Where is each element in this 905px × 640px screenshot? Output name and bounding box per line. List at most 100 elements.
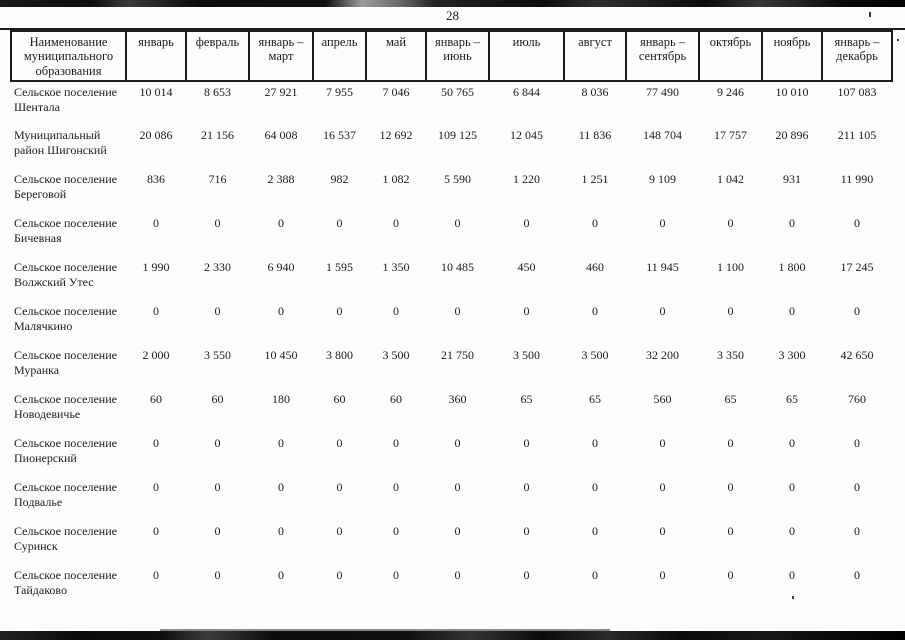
value-cell: 0 — [659, 304, 666, 319]
column-header-month: январь – сентябрь — [625, 29, 700, 83]
page-number: 28 — [446, 8, 459, 23]
value-cell: 0 — [393, 480, 399, 495]
table-header: Наименование муниципального образования … — [10, 29, 893, 83]
value-cell: 3 500 — [382, 348, 410, 363]
column-header-month: февраль — [185, 29, 250, 83]
value-cell: 65 — [520, 392, 533, 407]
value-cell: 931 — [783, 172, 801, 187]
value-cell: 50 765 — [441, 85, 474, 100]
table-row: Сельское поселение Подвалье 0 0 0 0 0 0 0 0 0 0 0 0 — [11, 477, 892, 521]
value-cell: 20 896 — [775, 128, 809, 143]
value-cell: 0 — [523, 304, 530, 319]
row-name: Сельское поселение Тайдаково — [14, 568, 117, 597]
row-name: Сельское поселение Пионерский — [14, 436, 117, 465]
value-cell: 21 156 — [201, 128, 234, 143]
column-header-month: май — [365, 29, 427, 83]
row-name: Сельское поселение Бичевная — [14, 216, 117, 245]
column-header-month: январь – март — [248, 29, 314, 83]
value-cell: 760 — [848, 392, 866, 407]
value-cell: 0 — [214, 436, 221, 451]
column-header-month: январь — [125, 29, 187, 83]
scan-speck — [792, 596, 794, 599]
value-cell: 65 — [724, 392, 737, 407]
column-header-name: Наименование муниципального образования — [10, 29, 127, 83]
value-cell: 0 — [214, 480, 221, 495]
value-cell: 0 — [659, 524, 666, 539]
value-cell: 11 945 — [646, 260, 679, 275]
column-header-month: январь – июнь — [425, 29, 490, 83]
value-cell: 2 388 — [267, 172, 295, 187]
value-cell: 5 590 — [444, 172, 471, 187]
value-cell: 450 — [517, 260, 536, 275]
value-cell: 0 — [336, 480, 343, 495]
value-cell: 0 — [454, 480, 461, 495]
value-cell: 12 045 — [510, 128, 543, 143]
value-cell: 8 653 — [204, 85, 231, 100]
value-cell: 836 — [147, 172, 165, 187]
value-cell: 107 083 — [837, 85, 877, 100]
table-row: Муниципальный район Шигонский 20 086 21 15… — [11, 125, 892, 169]
value-cell: 21 750 — [441, 348, 474, 363]
value-cell: 0 — [153, 480, 159, 495]
value-cell: 60 — [390, 392, 402, 407]
column-header-month: апрель — [312, 29, 367, 83]
value-cell: 17 245 — [840, 260, 874, 275]
row-name: Сельское поселение Волжский Утес — [14, 260, 117, 289]
table-row: Сельское поселение Малячкино 0 0 0 0 0 0 0 0 0 0 0 0 — [11, 301, 892, 345]
value-cell: 0 — [523, 568, 530, 583]
value-cell: 20 086 — [139, 128, 173, 143]
value-cell: 109 125 — [438, 128, 477, 143]
value-cell: 3 350 — [717, 348, 744, 363]
value-cell: 1 350 — [382, 260, 410, 275]
value-cell: 77 490 — [646, 85, 679, 100]
value-cell: 0 — [592, 436, 598, 451]
table-row: Сельское поселение Волжский Утес 1 990 2 3… — [11, 257, 892, 301]
table-row: Сельское поселение Шентала 10 014 8 653 27 … — [11, 81, 892, 125]
column-header-month: ноябрь — [761, 29, 823, 83]
value-cell: 0 — [789, 568, 795, 583]
value-cell: 0 — [523, 436, 530, 451]
table-row: Сельское поселение Новодевичье 60 60 180 60 6… — [11, 389, 892, 433]
value-cell: 1 082 — [382, 172, 410, 187]
value-cell: 1 042 — [717, 172, 744, 187]
value-cell: 7 046 — [382, 85, 410, 100]
value-cell: 7 955 — [326, 85, 353, 100]
value-cell: 2 000 — [142, 348, 170, 363]
value-cell: 0 — [523, 480, 530, 495]
value-cell: 0 — [659, 568, 666, 583]
value-cell: 0 — [278, 216, 284, 231]
row-name: Муниципальный район Шигонский — [14, 128, 107, 157]
table-row: Сельское поселение Муранка 2 000 3 550 10 4… — [11, 345, 892, 389]
value-cell: 6 940 — [267, 260, 295, 275]
value-cell: 0 — [592, 524, 598, 539]
row-name: Сельское поселение Новодевичье — [14, 392, 117, 421]
value-cell: 0 — [727, 304, 734, 319]
table-body: Сельское поселение Шентала 10 014 8 653 27 … — [11, 81, 892, 609]
value-cell: 0 — [592, 568, 598, 583]
value-cell: 1 220 — [513, 172, 540, 187]
value-cell: 3 500 — [513, 348, 540, 363]
value-cell: 9 246 — [717, 85, 744, 100]
value-cell: 0 — [454, 216, 461, 231]
value-cell: 3 800 — [326, 348, 353, 363]
value-cell: 1 100 — [717, 260, 744, 275]
row-name: Сельское поселение Береговой — [14, 172, 117, 201]
table-row: Сельское поселение Бичевная 0 0 0 0 0 0 0 0 0 0 0 0 — [11, 213, 892, 257]
value-cell: 10 485 — [441, 260, 474, 275]
value-cell: 0 — [592, 304, 598, 319]
value-cell: 27 921 — [264, 85, 298, 100]
column-header-month: август — [563, 29, 627, 83]
value-cell: 65 — [786, 392, 798, 407]
value-cell: 0 — [727, 524, 734, 539]
scan-artifact-bottom — [0, 629, 905, 640]
value-cell: 3 550 — [204, 348, 231, 363]
value-cell: 0 — [727, 436, 734, 451]
value-cell: 148 704 — [643, 128, 682, 143]
value-cell: 0 — [854, 304, 860, 319]
value-cell: 0 — [336, 568, 343, 583]
municipal-report-table: Наименование муниципального образования … — [10, 29, 893, 609]
value-cell: 8 036 — [581, 85, 609, 100]
value-cell: 9 109 — [649, 172, 676, 187]
value-cell: 10 010 — [775, 85, 809, 100]
value-cell: 0 — [789, 480, 795, 495]
